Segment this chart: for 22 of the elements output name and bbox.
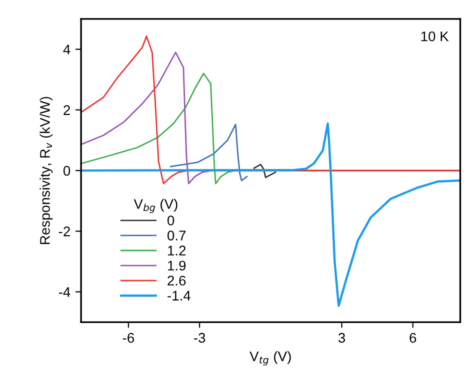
legend-label: 1.2 (168, 246, 186, 256)
legend-label: 2.6 (168, 276, 186, 286)
x-axis-title: V$_{tg}$ (V) (250, 351, 291, 366)
line-series (170, 124, 248, 182)
x-tick-label: -6 (122, 332, 134, 343)
legend-label: 1.9 (168, 260, 186, 271)
legend-label: 0.7 (167, 230, 186, 240)
y-tick-label: -2 (58, 226, 70, 236)
line-series (81, 122, 460, 307)
x-tick-label: 3 (338, 332, 346, 343)
annotation: 10 K (421, 31, 449, 42)
x-tick-label: 6 (410, 332, 416, 343)
legend-title: V$_{bg}$ (V) (134, 198, 178, 214)
y-tick-label: 4 (63, 44, 70, 54)
y-axis-title: Responsivity, R$_{v}$ (kV/W) (40, 96, 53, 244)
line-series (253, 164, 276, 178)
legend-label: -1.4 (168, 290, 190, 300)
y-tick-label: 0 (63, 166, 70, 176)
y-tick-label: -4 (58, 287, 70, 297)
x-tick-label: -3 (194, 332, 206, 343)
y-tick-label: 2 (64, 105, 70, 115)
legend-label: 0 (167, 216, 174, 226)
